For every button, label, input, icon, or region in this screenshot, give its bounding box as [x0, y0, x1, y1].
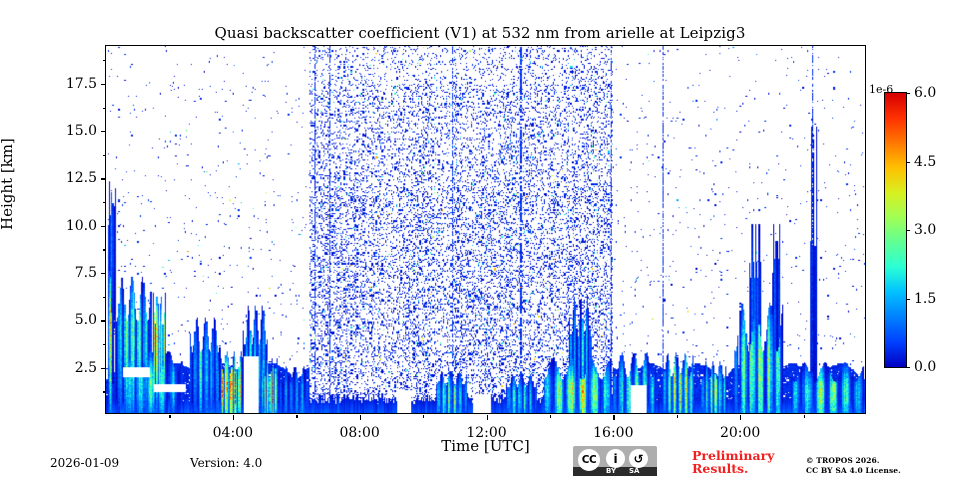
y-tick-minor [103, 249, 106, 251]
y-tick-label: 15.0 [65, 123, 97, 140]
y-tick [101, 225, 106, 228]
colorbar-tick-label: 1.5 [914, 290, 937, 307]
colorbar-tick [906, 367, 910, 369]
x-tick [232, 415, 235, 420]
credit-line-1: © TROPOS 2026. [806, 456, 880, 465]
by-person-icon: i [606, 449, 625, 468]
x-tick-minor [549, 415, 552, 418]
x-tick-label: 12:00 [466, 425, 507, 441]
y-tick [101, 320, 106, 322]
x-tick [359, 415, 361, 420]
y-axis-label: Height [km] [0, 138, 16, 230]
x-tick-label: 20:00 [719, 425, 761, 441]
preliminary-results-notice: Preliminary Results. [692, 449, 802, 475]
x-tick-minor [803, 415, 805, 418]
y-tick-minor [103, 391, 106, 393]
y-tick-minor [103, 60, 106, 62]
footer-date: 2026-01-09 [50, 456, 120, 470]
x-tick-minor [423, 415, 425, 418]
colorbar-gradient [885, 93, 906, 367]
credit-line-2: CC BY SA 4.0 License. [806, 466, 901, 475]
footer-version: Version: 4.0 [190, 456, 263, 470]
y-tick [101, 131, 106, 133]
y-tick-minor [103, 154, 106, 157]
y-tick-label: 2.5 [74, 359, 97, 376]
x-tick-minor [169, 415, 171, 418]
y-tick-minor [103, 107, 106, 109]
colorbar-tick-label: 3.0 [914, 222, 937, 238]
sa-sharealike-icon: ↺ [629, 449, 648, 468]
plot-axes: 04:00 08:00 12:00 16:00 20:00 2.5 5.0 7.5 10.0 1… [66, 45, 866, 441]
colorbar-tick [906, 161, 910, 163]
x-tick [486, 415, 488, 420]
x-axis-label: Time [UTC] [441, 437, 530, 455]
sa-label: SA [629, 467, 640, 475]
x-tick-label: 16:00 [593, 425, 634, 441]
colorbar-tick [906, 298, 910, 300]
y-tick [101, 83, 106, 86]
colorbar-tick-label: 0.0 [914, 359, 937, 375]
x-tick-label: 04:00 [212, 425, 254, 441]
y-tick-minor [103, 296, 106, 299]
x-tick [740, 415, 742, 420]
colorbar-tick [906, 93, 910, 95]
preliminary-line-1: Preliminary [692, 448, 775, 463]
colorbar-tick [906, 230, 910, 232]
by-label: BY [606, 467, 617, 475]
x-tick-label: 08:00 [339, 425, 380, 441]
y-tick [101, 273, 106, 275]
creative-commons-badge[interactable]: CC i ↺ BY SA [573, 446, 657, 476]
y-tick-label: 12.5 [65, 170, 97, 187]
y-tick-label: 10.0 [65, 217, 97, 234]
y-tick-label: 7.5 [74, 265, 97, 282]
x-tick-minor [676, 415, 679, 418]
y-tick-minor [103, 202, 106, 204]
y-tick [101, 178, 106, 180]
cc-icon: CC [578, 449, 600, 471]
x-tick-minor [296, 415, 298, 418]
preliminary-line-2: Results. [692, 461, 749, 476]
colorbar-tick-label: 4.5 [914, 153, 937, 170]
page-title: Quasi backscatter coefficient (V1) at 53… [214, 24, 746, 42]
badge-bottom-bar [573, 467, 657, 476]
y-tick-minor [103, 344, 106, 346]
tropos-credit: © TROPOS 2026. CC BY SA 4.0 License. [806, 456, 901, 476]
y-tick-label: 5.0 [74, 312, 97, 329]
x-tick [613, 415, 615, 420]
colorbar: 0.0 1.5 3.0 4.5 6.0 [884, 85, 936, 375]
y-tick [101, 367, 106, 369]
colorbar-tick-label: 6.0 [914, 85, 937, 101]
y-tick-label: 17.5 [65, 75, 97, 92]
backscatter-heatmap [106, 46, 865, 413]
